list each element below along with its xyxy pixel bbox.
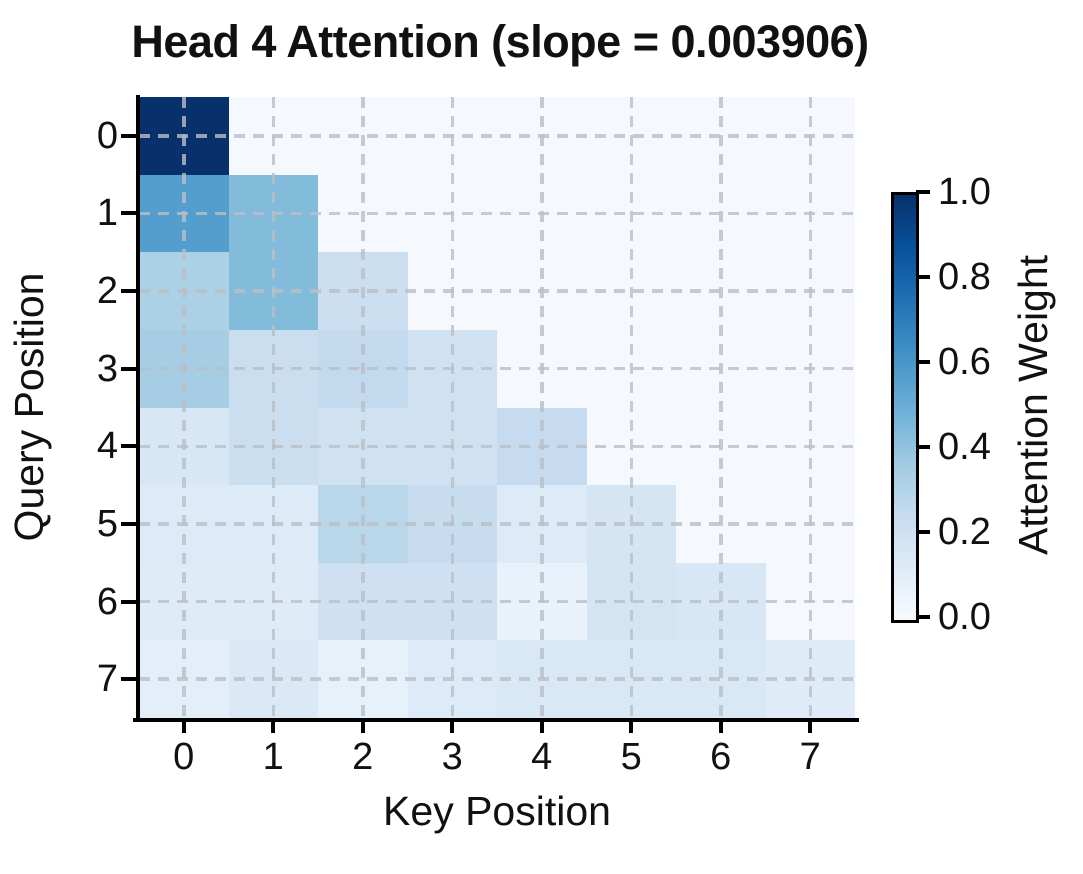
x-tick-mark xyxy=(539,718,544,733)
y-tick-mark xyxy=(121,289,136,294)
colorbar-tick-mark xyxy=(916,615,930,619)
gridline-h xyxy=(139,134,855,138)
x-tick-label: 4 xyxy=(531,736,553,778)
y-tick-label: 1 xyxy=(96,192,118,235)
x-tick-label: 2 xyxy=(352,736,374,778)
x-tick-label: 5 xyxy=(620,736,642,778)
x-tick-mark xyxy=(360,718,365,733)
colorbar-tick-label: 1.0 xyxy=(938,171,991,213)
y-tick-mark xyxy=(121,444,136,449)
colorbar-tick-label: 0.0 xyxy=(938,596,991,638)
gridline-v xyxy=(361,97,365,718)
gridline-h xyxy=(139,289,855,293)
y-tick-label: 5 xyxy=(96,502,118,545)
x-tick-label: 0 xyxy=(173,736,195,778)
x-tick-label: 3 xyxy=(441,736,463,778)
y-tick-label: 6 xyxy=(96,580,118,623)
y-tick-mark xyxy=(121,521,136,526)
x-tick-mark xyxy=(808,718,813,733)
gridline-v xyxy=(450,97,454,718)
gridline-v xyxy=(719,97,723,718)
y-axis-label: Query Position xyxy=(6,272,52,542)
y-tick-mark xyxy=(121,211,136,216)
y-tick-mark xyxy=(121,133,136,138)
gridline-h xyxy=(139,599,855,604)
gridline-h xyxy=(139,522,855,526)
colorbar-tick-mark xyxy=(916,360,930,364)
gridline-h xyxy=(139,211,855,216)
heatmap-plot-area xyxy=(139,97,855,718)
colorbar-tick-mark xyxy=(916,190,930,194)
x-tick-label: 6 xyxy=(710,736,732,778)
y-tick-label: 4 xyxy=(96,425,118,468)
colorbar-tick-label: 0.4 xyxy=(938,426,991,468)
colorbar-tick-label: 0.8 xyxy=(938,256,991,298)
x-tick-mark xyxy=(629,718,634,733)
gridline-h xyxy=(139,677,855,681)
gridline-h xyxy=(139,444,855,449)
colorbar-label: Attention Weight xyxy=(1010,254,1056,556)
gridline-v xyxy=(540,97,544,718)
x-tick-mark xyxy=(718,718,723,733)
y-tick-mark xyxy=(121,677,136,682)
gridline-h xyxy=(139,366,855,371)
gridline-v xyxy=(629,97,633,718)
gridline-v xyxy=(271,97,275,718)
gridline-v xyxy=(182,97,186,718)
x-tick-mark xyxy=(271,718,276,733)
y-tick-label: 0 xyxy=(96,114,118,157)
colorbar-tick-label: 0.6 xyxy=(938,341,991,383)
x-tick-mark xyxy=(181,718,186,733)
y-tick-label: 3 xyxy=(96,347,118,390)
x-tick-label: 1 xyxy=(262,736,284,778)
chart-title: Head 4 Attention (slope = 0.003906) xyxy=(131,16,869,67)
y-tick-mark xyxy=(121,366,136,371)
x-tick-mark xyxy=(450,718,455,733)
colorbar-tick-mark xyxy=(916,275,930,279)
bottom-spine xyxy=(133,718,859,722)
x-axis-label: Key Position xyxy=(383,788,611,834)
left-spine xyxy=(136,95,140,722)
x-tick-label: 7 xyxy=(799,736,821,778)
y-tick-label: 2 xyxy=(96,270,118,313)
colorbar-tick-mark xyxy=(916,445,930,449)
colorbar-tick-mark xyxy=(916,530,930,534)
colorbar-tick-label: 0.2 xyxy=(938,511,991,553)
gridline-v xyxy=(808,97,812,718)
y-tick-label: 7 xyxy=(96,658,118,701)
colorbar xyxy=(891,192,919,623)
y-tick-mark xyxy=(121,599,136,604)
